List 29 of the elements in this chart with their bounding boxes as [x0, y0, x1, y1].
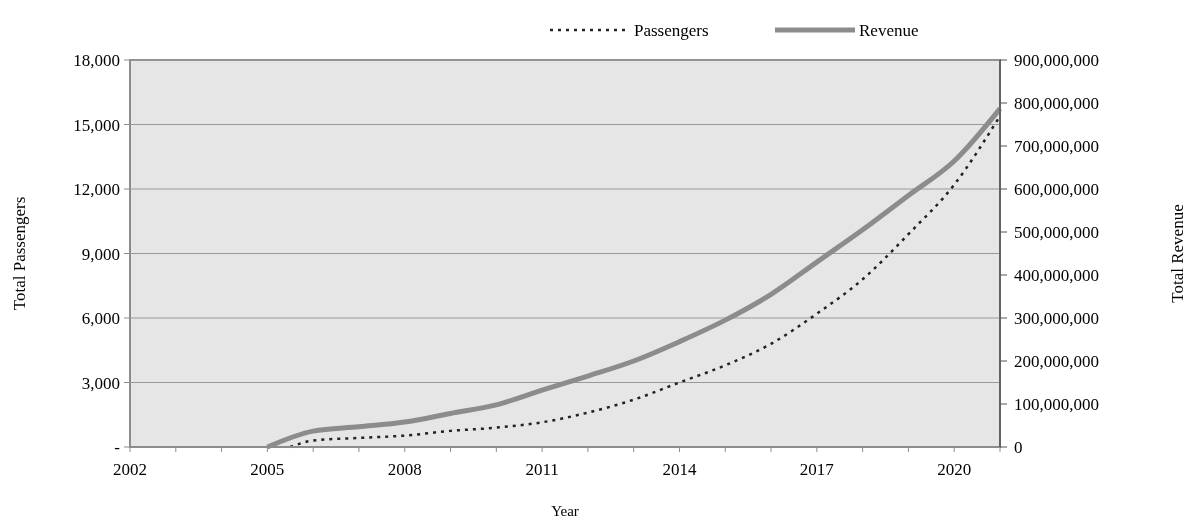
x-tick-label: 2014 [662, 460, 697, 479]
x-axis-title: Year [551, 503, 579, 519]
y2-tick-label: 800,000,000 [1014, 94, 1099, 113]
y-tick-label: 3,000 [81, 373, 120, 393]
y-tick-label: 15,000 [73, 115, 120, 135]
y2-tick-label: 100,000,000 [1014, 395, 1099, 414]
y-tick-label: 12,000 [73, 180, 120, 199]
y-tick-label: 9,000 [81, 244, 120, 264]
y-tick-label: 18,000 [73, 51, 120, 70]
y-tick-label: - [114, 438, 121, 457]
y2-tick-label: 300,000,000 [1014, 309, 1099, 328]
x-tick-label: 2002 [113, 460, 147, 479]
y-axis-title: Total Passengers [10, 196, 29, 311]
y2-tick-label: 600,000,000 [1014, 180, 1099, 199]
x-tick-label: 2017 [799, 460, 835, 479]
y2-axis-title: Total Revenue [1168, 204, 1187, 303]
y2-tick-label: 900,000,000 [1014, 51, 1099, 70]
x-tick-label: 2020 [937, 460, 972, 479]
y2-tick-label: 200,000,000 [1014, 352, 1099, 371]
legend-label: Revenue [859, 21, 919, 40]
x-tick-label: 2005 [250, 460, 285, 479]
y2-tick-label: 0 [1014, 438, 1023, 457]
x-tick-label: 2011 [525, 460, 559, 479]
y-tick-label: 6,000 [81, 309, 120, 328]
x-tick-label: 2008 [387, 460, 422, 479]
y2-tick-label: 400,000,000 [1014, 266, 1099, 285]
y2-tick-label: 700,000,000 [1014, 137, 1099, 156]
y2-tick-label: 500,000,000 [1014, 223, 1099, 242]
legend-label: Passengers [634, 21, 709, 40]
